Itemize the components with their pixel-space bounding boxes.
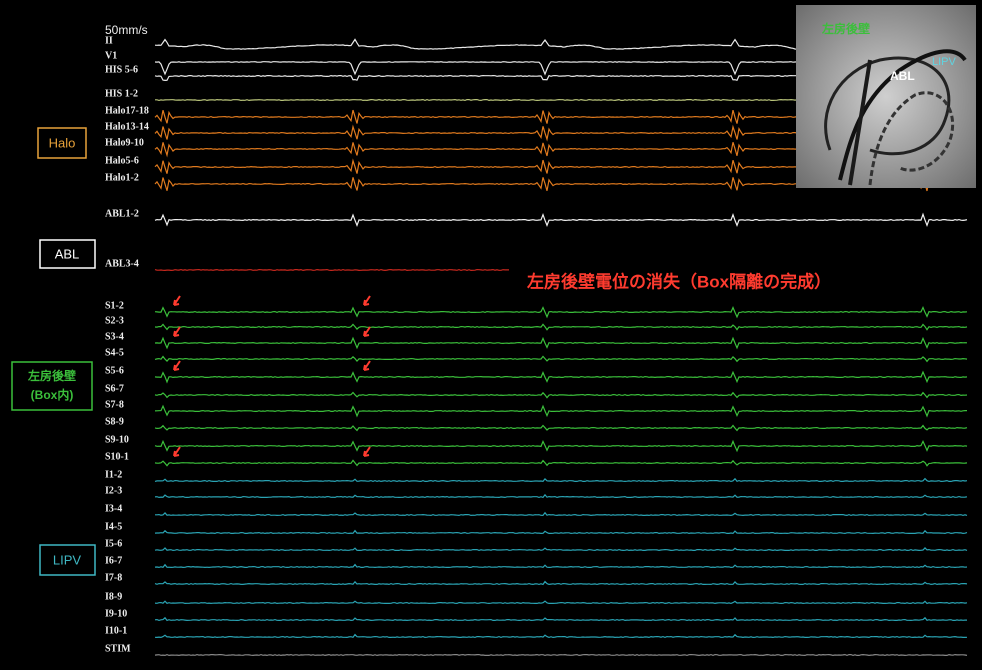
- channel-label: S9-10: [105, 434, 129, 445]
- channel-label: Halo13-14: [105, 121, 149, 132]
- channel-label: I4-5: [105, 521, 122, 532]
- channel-label: I9-10: [105, 608, 127, 619]
- inset-label: ABL: [890, 69, 915, 83]
- channel-label: HIS 1-2: [105, 88, 138, 99]
- page: {"speed": "50mm/s", "channels": ["II", "…: [0, 0, 982, 665]
- channel-label: S8-9: [105, 416, 124, 427]
- group-label: Halo: [49, 135, 76, 150]
- group-label: LIPV: [53, 552, 82, 567]
- channel-label: STIM: [105, 643, 131, 654]
- channel-label: I6-7: [105, 555, 122, 566]
- channel-label: S6-7: [105, 383, 124, 394]
- channel-label: S1-2: [105, 300, 124, 311]
- channel-label: II: [105, 35, 113, 46]
- channel-label: Halo17-18: [105, 105, 149, 116]
- channel-label: S2-3: [105, 315, 124, 326]
- channel-label: ABL1-2: [105, 208, 139, 219]
- channel-label: HIS 5-6: [105, 64, 138, 75]
- channel-label: Halo5-6: [105, 155, 139, 166]
- channel-label: I8-9: [105, 591, 122, 602]
- channel-label: I5-6: [105, 538, 122, 549]
- recording: 50mm/s IIV1HIS 5-6HIS 1-2Halo17-18Halo13…: [0, 0, 982, 665]
- channel-label: V1: [105, 50, 117, 61]
- fluoro-inset: 左房後壁 LIPV ABL: [796, 5, 976, 188]
- channel-label: S4-5: [105, 347, 124, 358]
- channel-label: S10-1: [105, 451, 129, 462]
- channel-label: Halo9-10: [105, 137, 144, 148]
- group-label: (Box内): [31, 387, 74, 402]
- channel-label: ABL3-4: [105, 258, 139, 269]
- annotation: 左房後壁電位の消失（Box隔離の完成）: [527, 271, 831, 291]
- channel-label: I1-2: [105, 469, 122, 480]
- inset-label: LIPV: [932, 56, 957, 68]
- channel-label: I2-3: [105, 485, 122, 496]
- group-label: ABL: [55, 246, 80, 261]
- channel-label: I3-4: [105, 503, 122, 514]
- channel-label: S3-4: [105, 331, 124, 342]
- trace: [155, 655, 967, 656]
- group-label: 左房後壁: [27, 368, 76, 383]
- channel-label: S7-8: [105, 399, 124, 410]
- channel-label: S5-6: [105, 365, 124, 376]
- inset-label: 左房後壁: [821, 21, 870, 36]
- channel-label: I7-8: [105, 572, 122, 583]
- channel-label: I10-1: [105, 625, 127, 636]
- channel-label: Halo1-2: [105, 172, 139, 183]
